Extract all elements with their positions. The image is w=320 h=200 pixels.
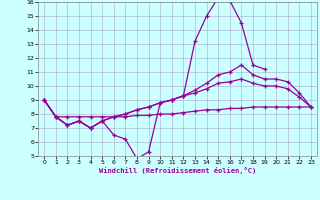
X-axis label: Windchill (Refroidissement éolien,°C): Windchill (Refroidissement éolien,°C): [99, 167, 256, 174]
